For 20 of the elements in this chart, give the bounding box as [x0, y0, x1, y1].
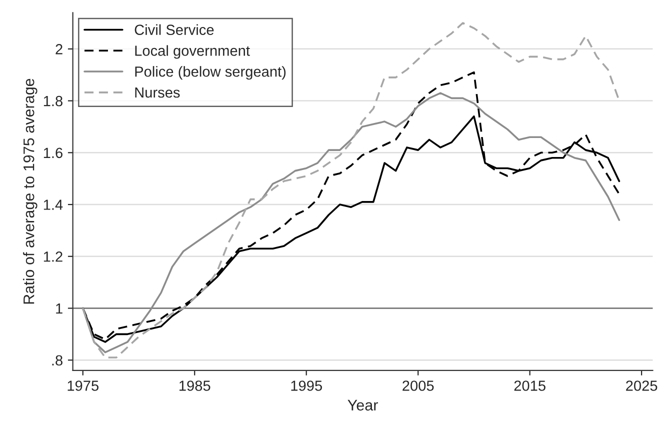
y-tick-label: 1.6 — [44, 148, 62, 158]
legend-label: Nurses — [135, 87, 180, 98]
x-tick-label: 1975 — [68, 380, 98, 391]
y-tick-label: 1.4 — [44, 200, 63, 210]
y-tick-label: 2 — [56, 44, 62, 54]
y-tick-label: 1 — [56, 303, 62, 314]
x-tick-label: 2015 — [514, 380, 546, 391]
x-tick-label: 2005 — [402, 380, 434, 391]
legend-label: Civil Service — [134, 24, 214, 36]
legend-label: Local government — [135, 45, 250, 59]
x-tick-label: 1995 — [291, 380, 322, 391]
x-axis-title: Year — [348, 400, 378, 411]
x-tick-label: 1985 — [180, 380, 210, 391]
legend-label: Police (below sergeant) — [135, 66, 286, 80]
x-tick-label: 2025 — [626, 380, 658, 391]
line-series — [82, 22, 620, 358]
y-tick-label: 1.8 — [44, 96, 62, 106]
y-tick-label: 1.2 — [44, 251, 62, 262]
y-axis-title: Ratio of average to 1975 average — [23, 78, 38, 304]
y-tick-label: .8 — [52, 355, 62, 366]
